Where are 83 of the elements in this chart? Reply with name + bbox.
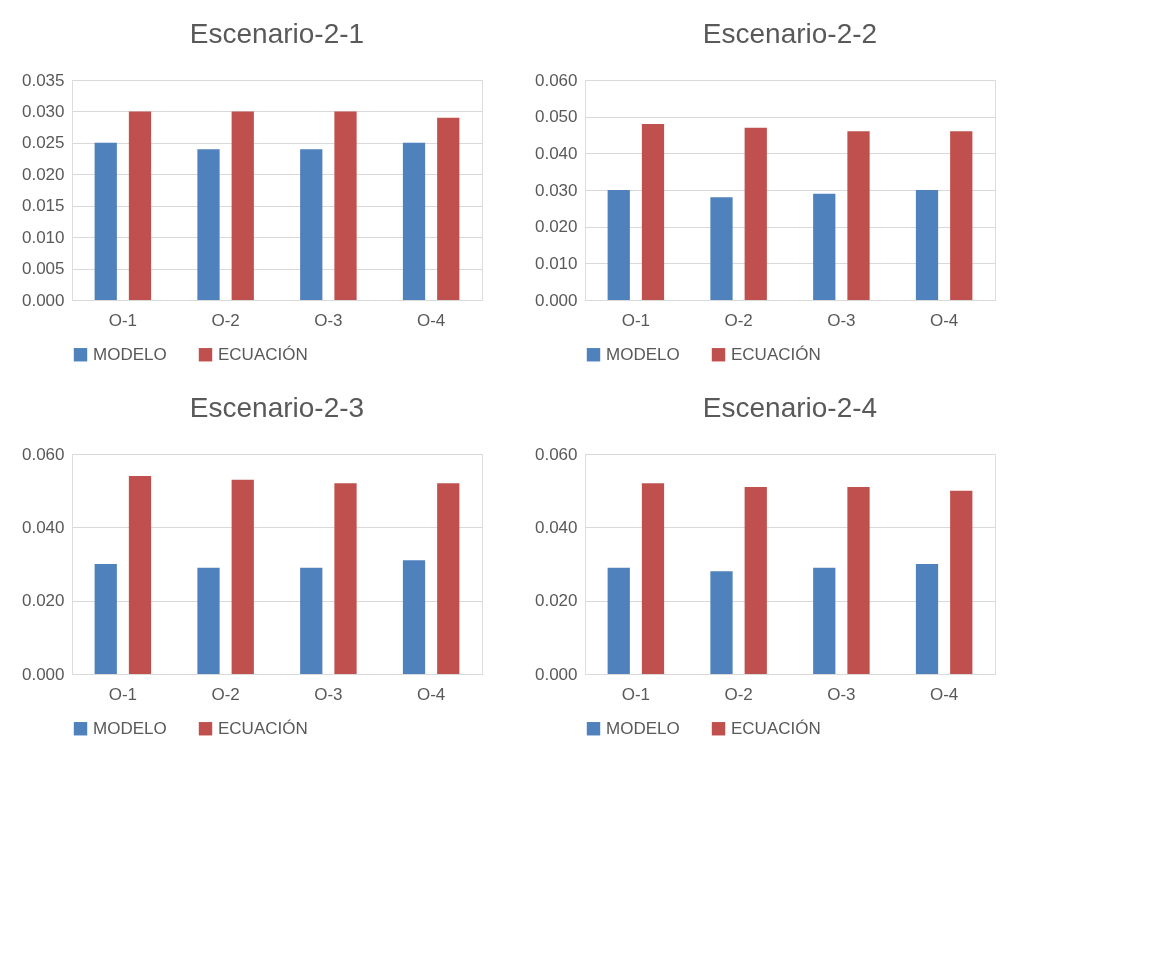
- x-tick-label: O-4: [416, 684, 446, 704]
- chart-title: Escenario-2-3: [189, 392, 365, 423]
- bar: [128, 111, 152, 300]
- bar: [231, 111, 254, 300]
- bar: [915, 564, 939, 674]
- x-tick-label: O-3: [314, 684, 343, 704]
- y-tick-label: 0.040: [21, 517, 65, 537]
- y-tick-label: 0.005: [21, 259, 65, 279]
- legend-label: MODELO: [93, 718, 167, 738]
- y-tick-label: 0.030: [21, 101, 65, 121]
- bar: [607, 567, 630, 674]
- y-tick-label: 0.010: [534, 253, 578, 273]
- x-tick-label: O-4: [416, 310, 446, 330]
- x-tick-label: O-1: [108, 310, 138, 330]
- x-tick-label: O-3: [827, 310, 856, 330]
- bar: [744, 487, 767, 674]
- bar: [847, 131, 870, 300]
- y-tick-label: 0.000: [534, 290, 578, 310]
- bar: [744, 127, 767, 300]
- legend-label: ECUACIÓN: [731, 718, 821, 738]
- bar: [334, 483, 357, 674]
- x-tick-label: O-1: [621, 684, 651, 704]
- y-tick-label: 0.060: [534, 444, 578, 464]
- y-tick-label: 0.020: [534, 217, 578, 237]
- bar: [915, 190, 939, 300]
- bar: [300, 567, 323, 674]
- x-tick-label: O-1: [108, 684, 138, 704]
- x-tick-label: O-1: [621, 310, 651, 330]
- bar: [710, 197, 733, 300]
- x-tick-label: O-4: [929, 684, 959, 704]
- y-tick-label: 0.000: [21, 290, 65, 310]
- x-tick-label: O-3: [827, 684, 856, 704]
- bar: [402, 560, 426, 674]
- legend-label: MODELO: [606, 344, 680, 364]
- bar: [437, 117, 460, 300]
- bar: [641, 483, 665, 674]
- bar: [813, 567, 836, 674]
- bar: [94, 564, 117, 674]
- x-tick-label: O-2: [211, 310, 240, 330]
- x-tick-label: O-2: [724, 310, 753, 330]
- y-tick-label: 0.020: [21, 164, 65, 184]
- bar: [641, 124, 665, 300]
- bar: [813, 193, 836, 300]
- x-tick-label: O-2: [211, 684, 240, 704]
- chart-title: Escenario-2-2: [702, 18, 878, 49]
- y-tick-label: 0.050: [534, 107, 578, 127]
- chart-title: Escenario-2-1: [189, 18, 365, 49]
- bar: [231, 479, 254, 674]
- y-tick-label: 0.060: [534, 70, 578, 90]
- bar: [300, 149, 323, 300]
- bar: [437, 483, 460, 674]
- chart-title: Escenario-2-4: [702, 392, 878, 423]
- legend-label: MODELO: [93, 344, 167, 364]
- y-tick-label: 0.025: [21, 133, 65, 153]
- y-tick-label: 0.000: [534, 664, 578, 684]
- y-tick-label: 0.020: [21, 591, 65, 611]
- y-tick-label: 0.040: [534, 517, 578, 537]
- bar: [847, 487, 870, 674]
- bar: [197, 149, 220, 300]
- x-tick-label: O-4: [929, 310, 959, 330]
- bar: [950, 490, 973, 674]
- legend-label: ECUACIÓN: [731, 344, 821, 364]
- bar: [94, 142, 117, 300]
- bar: [402, 142, 426, 300]
- y-tick-label: 0.015: [21, 196, 65, 216]
- bar: [950, 131, 973, 300]
- y-tick-label: 0.010: [21, 227, 65, 247]
- y-tick-label: 0.020: [534, 591, 578, 611]
- y-tick-label: 0.030: [534, 180, 578, 200]
- bar: [128, 476, 152, 674]
- y-tick-label: 0.035: [21, 70, 65, 90]
- legend-label: ECUACIÓN: [218, 344, 308, 364]
- x-tick-label: O-2: [724, 684, 753, 704]
- legend-label: ECUACIÓN: [218, 718, 308, 738]
- x-tick-label: O-3: [314, 310, 343, 330]
- y-tick-label: 0.000: [21, 664, 65, 684]
- bar: [197, 567, 220, 674]
- legend-label: MODELO: [606, 718, 680, 738]
- bar: [607, 190, 630, 300]
- y-tick-label: 0.040: [534, 143, 578, 163]
- y-tick-label: 0.060: [21, 444, 65, 464]
- bar: [334, 111, 357, 300]
- bar: [710, 571, 733, 674]
